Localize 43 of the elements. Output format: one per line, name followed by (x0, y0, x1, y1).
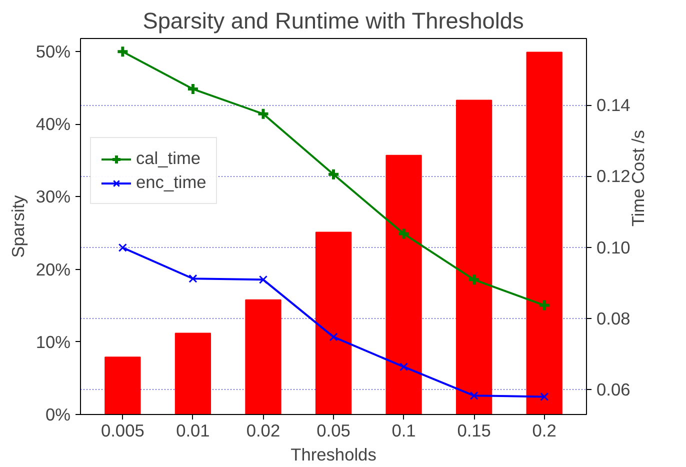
y-tick-label: 40% (36, 114, 71, 134)
bar (315, 232, 352, 414)
x-tick-label: 0.1 (392, 420, 416, 440)
point (470, 391, 478, 400)
chart-title: Sparsity and Runtime with Thresholds (142, 8, 524, 34)
y2-tick-label: 0.10 (596, 237, 630, 258)
x-tick-label: 0.05 (316, 420, 350, 440)
point (397, 227, 410, 240)
y2-tick-label: 0.14 (596, 95, 631, 116)
y-tick-label: 50% (36, 42, 71, 62)
y-tick-label: 20% (36, 259, 71, 280)
bar (104, 356, 141, 414)
point (118, 243, 127, 252)
y-tick-label: 0% (45, 404, 70, 424)
bar (174, 332, 212, 414)
point (188, 274, 198, 283)
y2-axis-title: Time Cost /s (628, 130, 648, 226)
point (399, 362, 408, 372)
point (540, 392, 549, 401)
legend-label: enc_time (136, 172, 206, 193)
point (468, 273, 481, 286)
x-tick-label: 0.2 (532, 420, 556, 440)
point (327, 168, 340, 181)
y-tick-label: 10% (36, 332, 71, 352)
legend-label: cal_time (136, 148, 201, 169)
y2-tick-label: 0.12 (596, 166, 630, 186)
x-tick-label: 0.15 (457, 420, 491, 440)
x-axis-title: Thresholds (290, 444, 377, 464)
point (186, 82, 200, 96)
bar (245, 299, 282, 414)
y-axis-title: Sparsity (8, 194, 28, 258)
y-tick-label: 30% (36, 186, 71, 207)
y2-tick-label: 0.06 (596, 380, 630, 400)
x-tick-label: 0.02 (246, 420, 280, 440)
bar (526, 52, 562, 414)
bar (456, 100, 492, 414)
bar (386, 154, 422, 414)
x-tick-label: 0.01 (176, 420, 210, 440)
y2-tick-label: 0.08 (596, 308, 630, 328)
x-tick-label: 0.005 (100, 420, 144, 440)
point (329, 332, 338, 342)
point (258, 275, 268, 284)
point (256, 107, 270, 120)
